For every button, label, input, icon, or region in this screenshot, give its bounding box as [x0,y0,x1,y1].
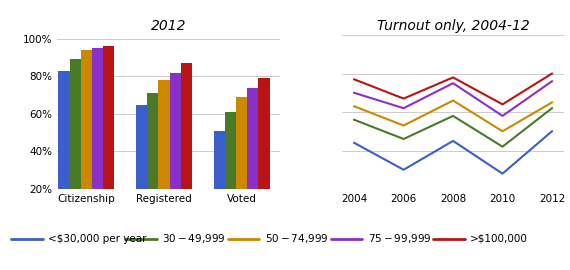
Bar [169,73,181,227]
Bar [225,112,236,227]
Bar [58,71,70,227]
Bar [147,93,158,227]
Title: Turnout only, 2004-12: Turnout only, 2004-12 [377,19,530,33]
Text: $50-$74,999: $50-$74,999 [265,232,328,245]
Title: 2012: 2012 [150,19,186,33]
Bar [247,88,258,227]
Text: $30-$49,999: $30-$49,999 [162,232,226,245]
Text: >$100,000: >$100,000 [470,234,528,244]
Text: <$30,000 per year: <$30,000 per year [48,234,147,244]
Bar [70,59,81,227]
Bar [214,131,225,227]
Bar [236,97,247,227]
Bar [158,80,169,227]
Bar [103,46,115,227]
Bar [81,50,92,227]
Text: $75-$99,999: $75-$99,999 [368,232,431,245]
Bar [92,48,103,227]
Bar [181,63,192,227]
Bar [136,104,147,227]
Bar [258,78,270,227]
